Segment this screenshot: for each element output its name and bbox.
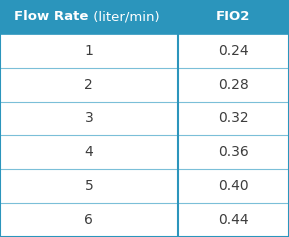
Text: (liter/min): (liter/min) [89,10,160,23]
Text: 2: 2 [84,78,93,92]
Text: 6: 6 [84,213,93,227]
Bar [0,34,289,68]
Bar [0,203,289,237]
Text: 0.24: 0.24 [218,44,249,58]
Text: FIO2: FIO2 [216,10,251,23]
Text: 0.28: 0.28 [218,78,249,92]
Text: 4: 4 [84,145,93,159]
Text: 5: 5 [84,179,93,193]
Text: 1: 1 [84,44,93,58]
Text: 3: 3 [84,111,93,126]
Bar [0,169,289,203]
Bar [0,135,289,169]
Text: Flow Rate: Flow Rate [14,10,89,23]
Text: 0.36: 0.36 [218,145,249,159]
Text: 0.40: 0.40 [218,179,249,193]
Bar [0,68,289,102]
Text: 0.44: 0.44 [218,213,249,227]
Bar [0,0,289,34]
Bar [0,102,289,135]
Text: 0.32: 0.32 [218,111,249,126]
